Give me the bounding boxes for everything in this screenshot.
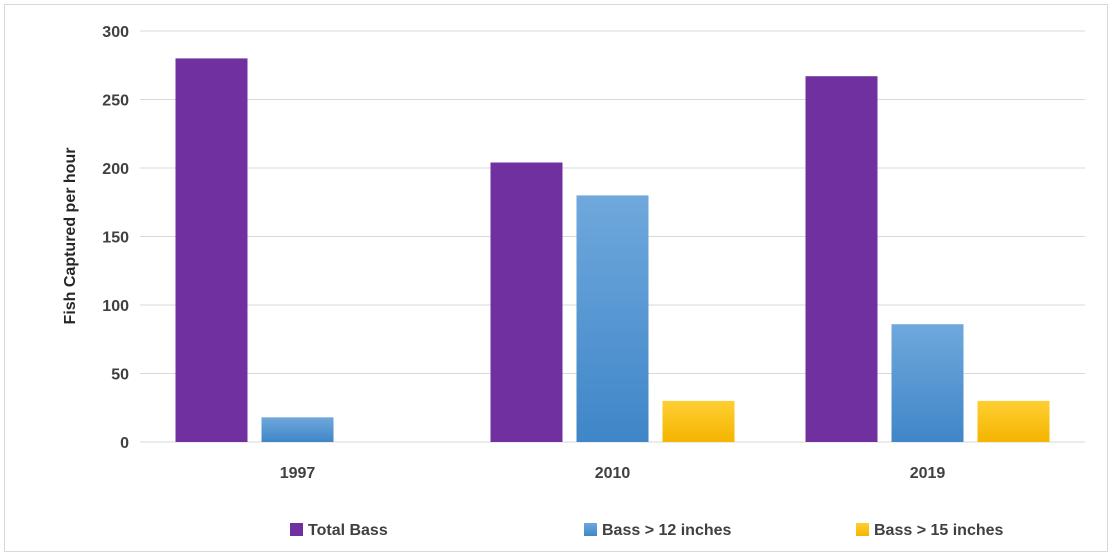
bar-bass-over-12 [891,324,964,442]
bar-bass-over-15 [977,400,1050,442]
y-tick-label: 50 [111,367,129,384]
legend: Total Bass Bass > 12 inches Bass > 15 inch… [290,522,1004,539]
y-tick-label: 0 [120,435,129,452]
bar-bass-over-12 [576,195,649,442]
bar-bass-over-12 [261,417,334,442]
bars [175,58,1050,443]
legend-bass-over-12-label: Bass > 12 inches [602,522,732,539]
y-tick-label: 300 [102,24,129,41]
bar-total-bass [490,162,563,442]
x-tick-label: 1997 [280,465,316,482]
x-axis-ticks: 1997 2010 2019 [280,465,946,482]
bar-total-bass [175,58,248,443]
legend-bass-over-15-swatch [856,523,869,536]
bar-bass-over-15 [662,400,735,442]
y-axis-ticks: 0 50 100 150 200 250 300 [102,24,129,452]
legend-bass-over-15-label: Bass > 15 inches [874,522,1004,539]
y-tick-label: 150 [102,230,129,247]
legend-total-bass-swatch [290,523,303,536]
legend-bass-over-12-swatch [584,523,597,536]
y-tick-label: 250 [102,93,129,110]
legend-total-bass-label: Total Bass [308,522,388,539]
x-tick-label: 2010 [595,465,631,482]
x-tick-label: 2019 [910,465,946,482]
y-axis-title: Fish Captured per hour [62,148,79,325]
y-tick-label: 100 [102,298,129,315]
bar-total-bass [805,76,878,443]
y-tick-label: 200 [102,161,129,178]
